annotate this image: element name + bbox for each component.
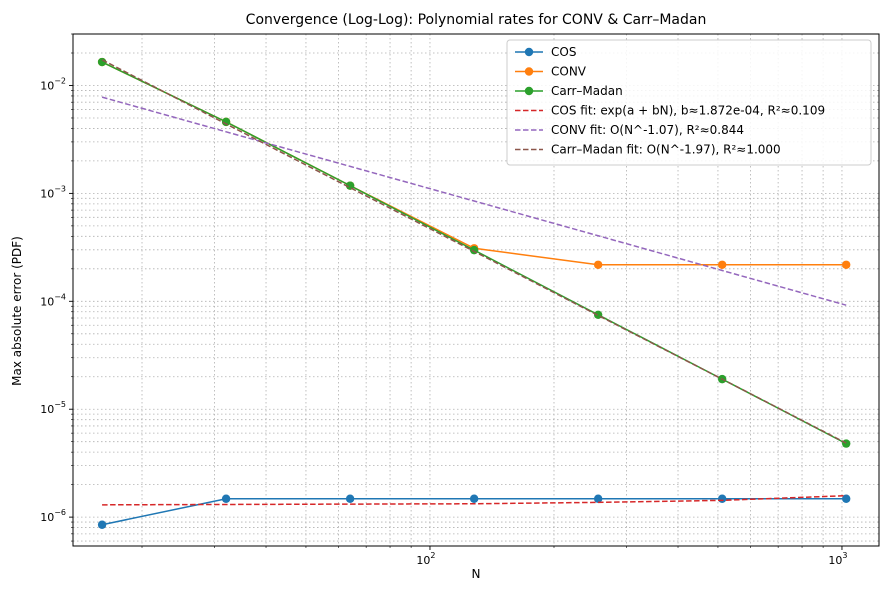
legend-swatch-marker bbox=[524, 86, 534, 96]
legend-item: Carr–Madan bbox=[515, 84, 623, 98]
y-tick-label: 10−5 bbox=[40, 400, 66, 416]
y-axis-label: Max absolute error (PDF) bbox=[10, 236, 24, 386]
data-point bbox=[593, 260, 603, 269]
y-tick-base: 10 bbox=[40, 295, 54, 308]
data-point bbox=[717, 494, 727, 503]
data-point bbox=[842, 494, 851, 503]
legend-item: Carr–Madan fit: O(N^-1.97), R²≈1.000 bbox=[515, 143, 781, 157]
data-point bbox=[842, 439, 851, 448]
y-tick-base: 10 bbox=[40, 187, 54, 200]
y-tick-base: 10 bbox=[40, 403, 54, 416]
legend-label: COS bbox=[551, 45, 576, 59]
data-point bbox=[717, 260, 727, 269]
legend-item: CONV fit: O(N^-1.07), R²≈0.844 bbox=[515, 123, 744, 137]
series-4 bbox=[101, 96, 847, 306]
y-tick-label: 10−4 bbox=[40, 292, 66, 308]
chart-title: Convergence (Log-Log): Polynomial rates … bbox=[246, 12, 707, 28]
x-tick-exponent: 2 bbox=[430, 551, 435, 560]
legend-label: CONV bbox=[551, 65, 587, 79]
y-tick-label: 10−3 bbox=[40, 184, 66, 200]
plot-frame bbox=[72, 33, 880, 547]
data-point bbox=[221, 494, 231, 503]
y-tick-exponent: −5 bbox=[54, 400, 66, 409]
y-tick-label: 10−2 bbox=[40, 76, 66, 92]
data-point bbox=[469, 245, 479, 255]
data-point bbox=[345, 494, 355, 503]
data-point bbox=[97, 520, 107, 529]
series-5 bbox=[101, 59, 847, 444]
x-tick-label: 103 bbox=[828, 551, 847, 567]
x-tick-exponent: 3 bbox=[842, 551, 847, 560]
legend-swatch-marker bbox=[524, 47, 534, 57]
y-tick-base: 10 bbox=[40, 511, 54, 524]
data-point bbox=[97, 57, 107, 67]
y-tick-exponent: −2 bbox=[54, 76, 66, 85]
data-point bbox=[842, 260, 851, 269]
plot-series bbox=[97, 57, 851, 529]
data-point bbox=[469, 494, 479, 503]
y-tick-base: 10 bbox=[40, 79, 54, 92]
series-line bbox=[101, 96, 847, 306]
legend-item: CONV bbox=[515, 65, 587, 79]
legend-box bbox=[506, 39, 872, 166]
y-tick-exponent: −6 bbox=[54, 508, 66, 517]
y-tick-label: 10−6 bbox=[40, 508, 66, 524]
x-tick-label: 102 bbox=[416, 551, 435, 567]
series-line bbox=[102, 494, 847, 506]
series-3 bbox=[102, 494, 847, 506]
legend-label: CONV fit: O(N^-1.07), R²≈0.844 bbox=[551, 123, 744, 137]
data-point bbox=[593, 494, 603, 503]
legend-label: Carr–Madan fit: O(N^-1.97), R²≈1.000 bbox=[551, 143, 781, 157]
series-0 bbox=[97, 494, 851, 529]
legend-label: Carr–Madan bbox=[551, 84, 623, 98]
y-tick-exponent: −3 bbox=[54, 184, 66, 193]
y-tick-exponent: −4 bbox=[54, 292, 66, 301]
legend-item: COS fit: exp(a + bN), b≈1.872e-04, R²≈0.… bbox=[515, 104, 825, 118]
data-point bbox=[221, 117, 231, 127]
x-axis-label: N bbox=[472, 567, 481, 581]
legend: COS CONV Carr–Madan COS fit: exp(a + bN), b… bbox=[506, 39, 872, 166]
series-line bbox=[101, 59, 847, 444]
legend-label: COS fit: exp(a + bN), b≈1.872e-04, R²≈0.… bbox=[551, 104, 825, 118]
data-point bbox=[345, 181, 355, 190]
legend-item: COS bbox=[515, 45, 576, 59]
legend-swatch-marker bbox=[524, 67, 534, 76]
